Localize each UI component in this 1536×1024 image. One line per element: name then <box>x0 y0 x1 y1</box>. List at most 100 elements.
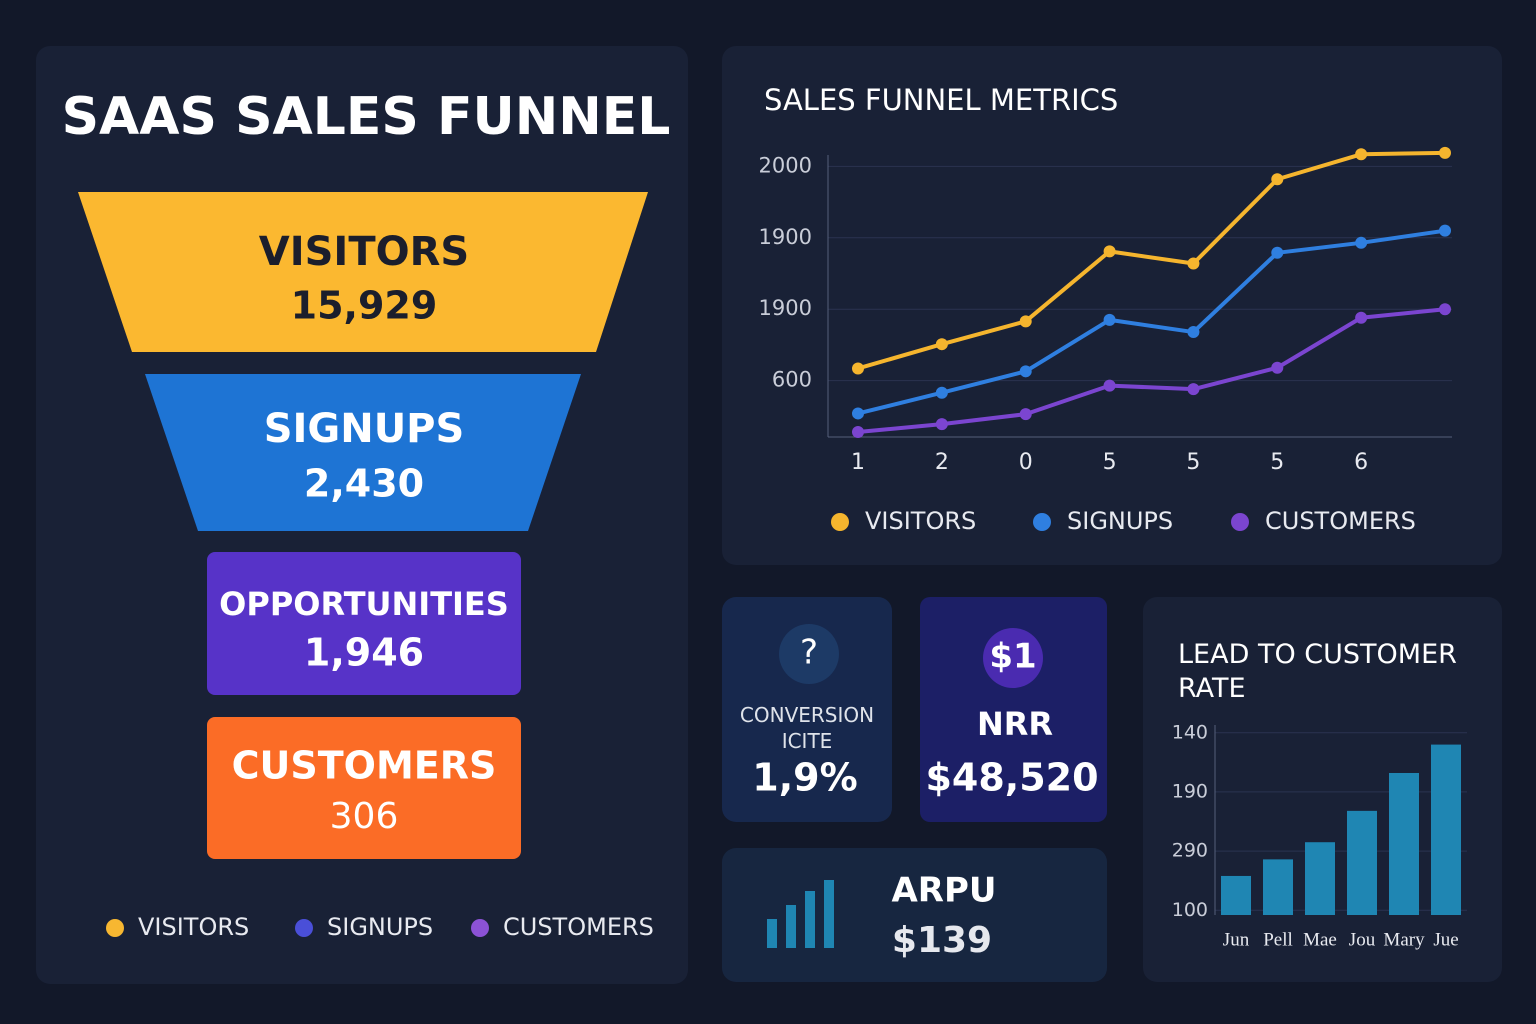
kpi-label: NRR <box>977 705 1053 743</box>
nrr-card <box>920 597 1107 822</box>
x-tick-label: 1 <box>851 450 865 475</box>
y-tick-label: 140 <box>1172 721 1208 743</box>
bar <box>1305 842 1335 915</box>
chart-title: SALES FUNNEL METRICS <box>764 83 1118 117</box>
point <box>1271 246 1284 259</box>
stage-label: SIGNUPS <box>264 406 465 452</box>
kpi-label: ARPU <box>891 871 996 911</box>
y-tick-label: 1900 <box>759 296 812 320</box>
funnel-stage <box>207 717 521 859</box>
point <box>935 338 948 351</box>
point <box>1355 236 1368 249</box>
icon <box>767 919 777 948</box>
point <box>1187 383 1200 396</box>
point <box>1019 315 1032 328</box>
stage-label: CUSTOMERS <box>232 744 497 788</box>
y-tick-label: 600 <box>772 368 812 392</box>
point <box>935 386 948 399</box>
point <box>852 362 864 375</box>
x-tick-label: Jou <box>1349 929 1376 950</box>
funnel-stage <box>145 374 581 531</box>
kpi-value: 1,9% <box>752 756 857 800</box>
funnel-stage <box>207 552 521 695</box>
point <box>852 407 864 420</box>
x-tick-label: Jue <box>1433 929 1458 950</box>
point <box>1355 311 1368 324</box>
bar <box>1221 875 1251 915</box>
legend-marker <box>1033 513 1051 531</box>
conversion-card <box>722 597 892 822</box>
y-tick-label: 290 <box>1172 840 1208 862</box>
x-tick-label: 6 <box>1354 450 1368 475</box>
y-tick-label: 2000 <box>759 153 812 177</box>
stage-value: 15,929 <box>291 284 438 328</box>
point <box>1019 408 1032 421</box>
point <box>1271 173 1284 186</box>
series-line <box>857 150 1446 371</box>
point <box>1187 326 1200 339</box>
icon <box>983 628 1043 688</box>
icon-text: $1 <box>989 637 1036 677</box>
stage-label: OPPORTUNITIES <box>219 585 509 623</box>
point <box>852 426 864 439</box>
icon <box>779 624 839 684</box>
bar <box>1389 772 1419 915</box>
x-tick-label: 2 <box>935 450 949 475</box>
x-tick-label: 5 <box>1103 450 1117 475</box>
point <box>1439 146 1451 159</box>
legend-marker <box>1231 513 1249 531</box>
point <box>1103 379 1116 392</box>
kpi-label: CONVERSION ICITE <box>739 703 875 753</box>
y-tick-label: 190 <box>1172 780 1208 802</box>
point <box>1019 365 1032 378</box>
icon <box>824 880 834 948</box>
legend-label: VISITORS <box>138 913 249 941</box>
kpi-value: $48,520 <box>925 756 1098 800</box>
legend-marker <box>295 919 313 937</box>
x-tick-label: Jun <box>1223 929 1250 950</box>
stage-value: 306 <box>330 796 399 837</box>
legend-marker <box>106 919 124 937</box>
kpi-value: $139 <box>892 920 992 961</box>
icon-text: ? <box>800 633 818 673</box>
point <box>1271 361 1284 374</box>
series-line <box>857 307 1446 434</box>
legend-marker <box>471 919 489 937</box>
icon <box>805 891 815 948</box>
x-tick-label: Pell <box>1263 929 1293 950</box>
point <box>1439 303 1451 316</box>
y-tick-label: 100 <box>1172 899 1208 921</box>
legend-label: CUSTOMERS <box>1265 507 1416 535</box>
point <box>1103 313 1116 326</box>
legend-marker <box>831 513 849 531</box>
point <box>1187 257 1200 270</box>
point <box>1439 224 1451 237</box>
bar <box>1263 859 1293 915</box>
x-tick-label: 5 <box>1186 450 1200 475</box>
line-panel <box>722 46 1502 565</box>
point <box>1103 245 1116 258</box>
x-tick-label: Mae <box>1303 929 1337 950</box>
stage-value: 1,946 <box>304 631 424 675</box>
x-tick-label: 5 <box>1270 450 1284 475</box>
stage-label: VISITORS <box>259 229 469 275</box>
x-tick-label: Mary <box>1383 929 1425 950</box>
y-tick-label: 1900 <box>759 225 812 249</box>
funnel-stage <box>78 192 648 352</box>
series-line <box>857 228 1446 416</box>
point <box>1355 148 1368 161</box>
bar <box>1347 810 1377 915</box>
chart-title: LEAD TO CUSTOMER RATE <box>1178 639 1457 704</box>
arpu-card <box>722 848 1107 982</box>
legend-label: CUSTOMERS <box>503 913 654 941</box>
bar <box>1431 744 1461 915</box>
point <box>935 418 948 431</box>
icon <box>786 905 796 948</box>
x-tick-label: 0 <box>1019 450 1033 475</box>
legend-label: VISITORS <box>865 507 976 535</box>
legend-label: SIGNUPS <box>327 913 433 941</box>
funnel-title: SAAS SALES FUNNEL <box>62 87 671 147</box>
legend-label: SIGNUPS <box>1067 507 1173 535</box>
